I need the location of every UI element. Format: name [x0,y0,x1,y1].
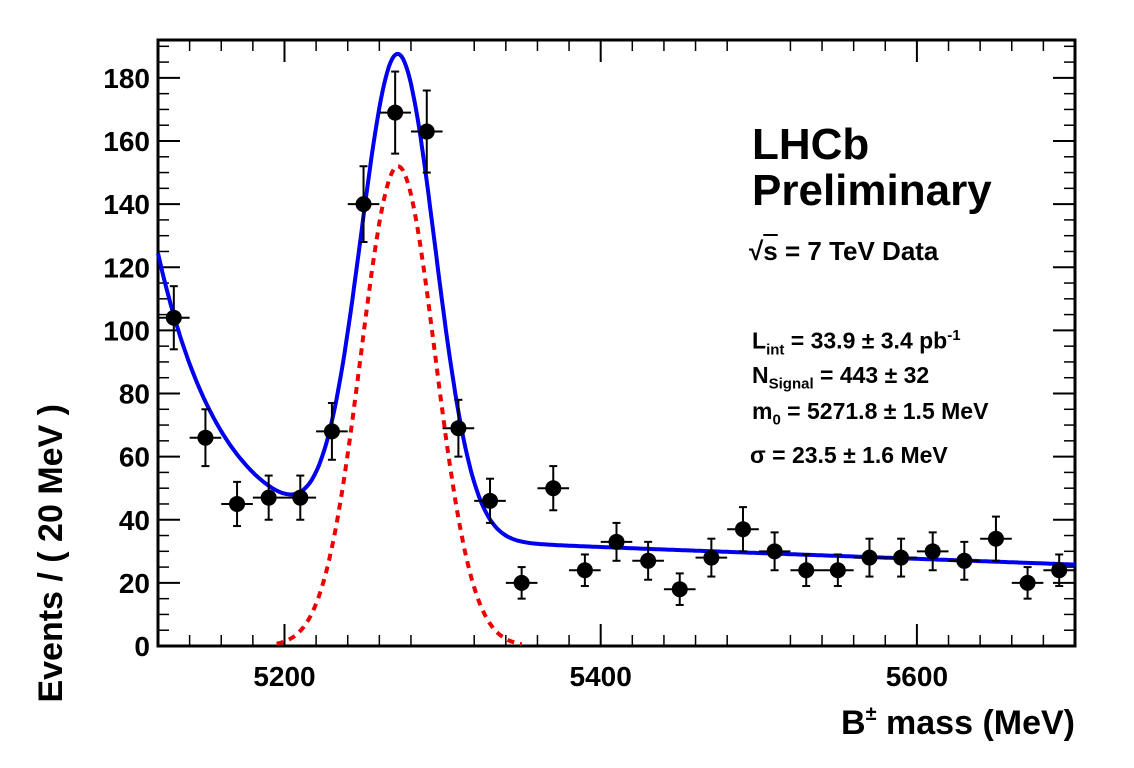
data-point [987,530,1004,547]
data-point [545,480,562,497]
data-point [861,549,878,566]
data-point [703,549,720,566]
data-point [829,562,846,579]
data-points [158,70,1075,606]
x-tick-label: 5200 [253,661,315,692]
data-point [355,196,372,213]
total-fit-curve [156,51,1076,567]
data-point [608,533,625,550]
energy-label: √s = 7 TeV Data [749,236,938,267]
data-point [292,489,309,506]
nsignal-label: NSignal = 443 ± 32 [752,362,930,393]
axis-ticks: 0 20 40 60 80 100 120 140 160 180 5200 5400 5600 [103,40,1075,692]
data-point [229,495,246,512]
data-point [387,104,404,121]
y-axis-label: Events / ( 20 MeV ) [32,404,70,703]
y-tick-label: 80 [119,379,150,410]
data-point [418,123,435,140]
data-point [893,549,910,566]
data-point [513,574,530,591]
plot-frame [156,38,1077,648]
y-tick-label: 0 [134,631,150,662]
data-point [924,543,941,560]
data-point [766,543,783,560]
y-tick-label: 160 [103,126,150,157]
data-point [734,521,751,538]
x-tick-label: 5400 [570,661,632,692]
data-point [1051,562,1068,579]
data-point [260,489,277,506]
data-point [482,492,499,509]
sqrt-argument: s [763,236,778,266]
lumi-label: Lint = 33.9 ± 3.4 pb-1 [752,327,961,359]
y-tick-label: 40 [119,505,150,536]
x-axis-label: B± mass (MeV) [841,703,1075,742]
data-point [640,552,657,569]
sqrt-symbol: √ [749,236,764,266]
status-label: Preliminary [752,166,992,215]
energy-value: = 7 TeV Data [777,236,939,266]
sigma-label: σ = 23.5 ± 1.6 MeV [750,442,948,468]
data-point [197,429,214,446]
y-tick-label: 100 [103,315,150,346]
data-point [576,562,593,579]
mass-label: m0 = 5271.8 ± 1.5 MeV [752,398,989,429]
data-point [1019,574,1036,591]
data-point [956,552,973,569]
y-tick-label: 20 [119,568,150,599]
y-tick-label: 120 [103,252,150,283]
data-point [450,420,467,437]
data-point [798,562,815,579]
signal-curve [276,164,522,647]
data-point [671,581,688,598]
y-tick-label: 60 [119,442,150,473]
data-point [165,309,182,326]
x-tick-label: 5600 [886,661,948,692]
data-point [323,423,340,440]
y-tick-label: 140 [103,189,150,220]
y-tick-label: 180 [103,63,150,94]
experiment-label: LHCb [752,120,870,169]
